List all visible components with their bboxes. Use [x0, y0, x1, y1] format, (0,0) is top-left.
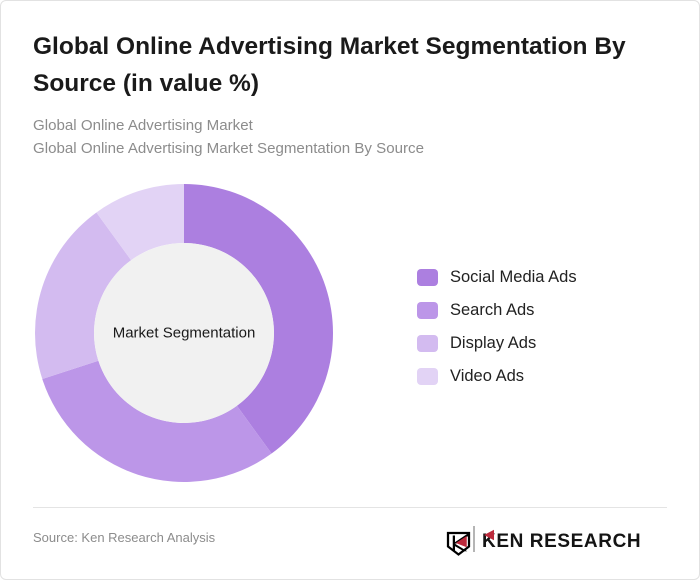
svg-text:KEN RESEARCH: KEN RESEARCH — [482, 531, 641, 552]
